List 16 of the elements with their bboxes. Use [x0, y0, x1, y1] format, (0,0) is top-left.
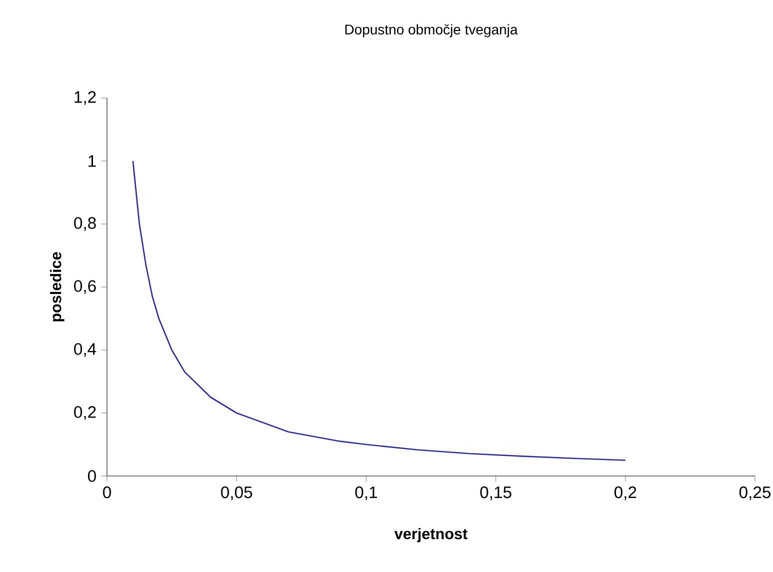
x-tick-label: 0,05	[221, 486, 252, 500]
y-tick-label: 1,2	[74, 91, 96, 105]
y-axis-title: posledice	[50, 252, 64, 322]
y-tick-label: 0,4	[74, 343, 96, 357]
x-tick-label: 0,25	[739, 486, 771, 500]
chart-title: Dopustno območje tveganja	[345, 24, 518, 38]
x-axis-title: verjetnost	[394, 528, 468, 542]
x-tick-label: 0	[103, 486, 111, 498]
y-tick-label: 1	[88, 155, 96, 167]
y-tick-label: 0,8	[74, 217, 96, 231]
y-tick-label: 0,6	[74, 280, 96, 294]
x-tick-label: 0,2	[614, 486, 636, 500]
y-tick-label: 0,2	[74, 406, 96, 420]
x-tick-label: 0,1	[355, 486, 377, 500]
x-tick-label: 0,15	[480, 486, 512, 500]
y-tick-label: 0	[88, 470, 96, 482]
